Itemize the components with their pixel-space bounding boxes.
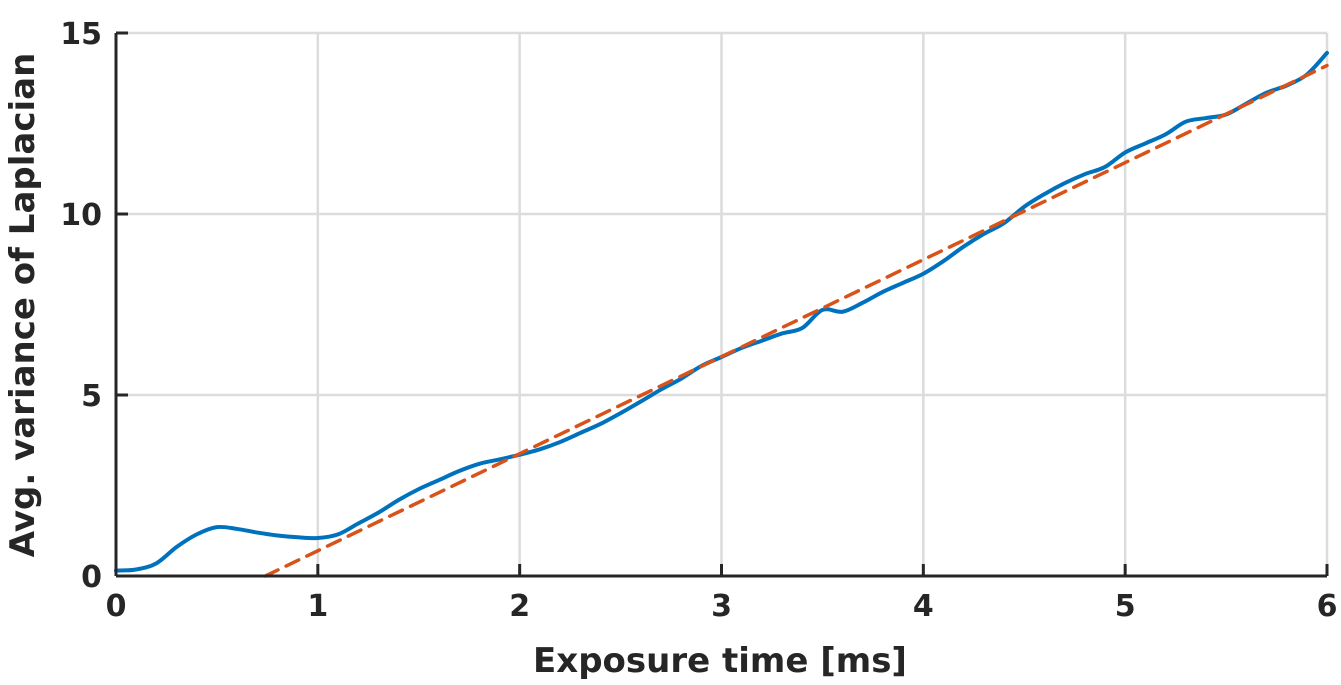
x-tick-label: 4 [913, 589, 934, 624]
x-tick-label: 1 [307, 589, 328, 624]
y-tick-label: 15 [60, 17, 102, 52]
x-axis-label: Exposure time [ms] [533, 641, 907, 681]
y-tick-label: 0 [81, 560, 102, 595]
x-tick-label: 0 [106, 589, 127, 624]
fit-line-series [263, 63, 1329, 578]
y-axis-label: Avg. variance of Laplacian [3, 53, 43, 558]
y-tick-label: 10 [60, 198, 102, 233]
y-tick-labels: 0 5 10 15 [60, 17, 102, 595]
axes [114, 31, 1329, 578]
y-tick-label: 5 [81, 379, 102, 414]
series-layer [114, 50, 1329, 578]
x-tick-label: 2 [509, 589, 530, 624]
x-tick-label: 5 [1115, 589, 1136, 624]
x-tick-labels: 0 1 2 3 4 5 6 [106, 589, 1338, 624]
x-tick-label: 6 [1317, 589, 1338, 624]
x-tick-label: 3 [711, 589, 732, 624]
grid [116, 31, 1329, 576]
